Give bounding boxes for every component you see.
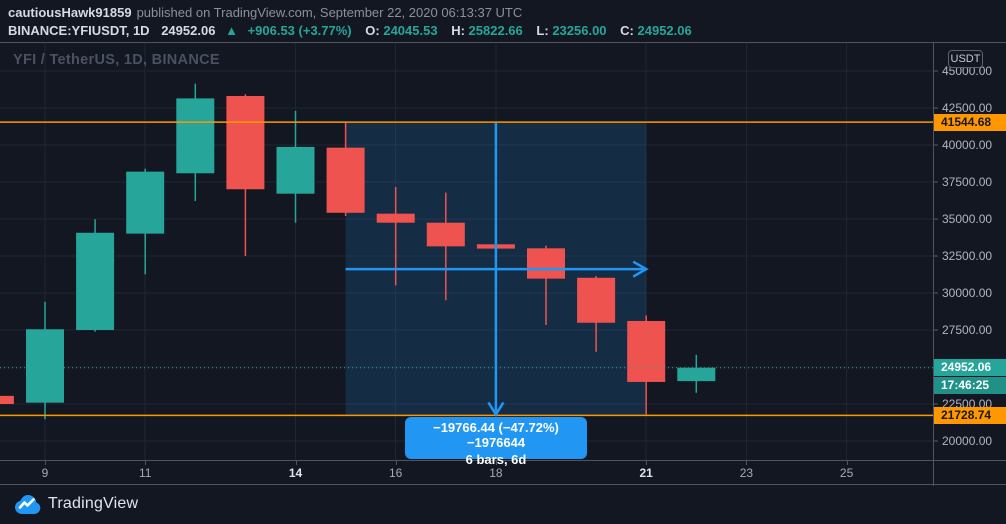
time-tick-label: 23: [739, 466, 754, 480]
high-label: H:: [451, 23, 465, 38]
open-label: O:: [365, 23, 380, 38]
measure-arrow-right-icon: [632, 260, 649, 278]
high-value: 25822.66: [468, 23, 523, 38]
close-value: 24952.06: [637, 23, 692, 38]
measure-bars-text: 6 bars, 6d: [465, 452, 527, 467]
candle-body: [76, 232, 115, 330]
measure-tooltip: −19766.44 (−47.72%) −1976644 6 bars, 6d: [405, 417, 587, 467]
price-axis-separator: [933, 43, 934, 486]
candle-body: [677, 367, 716, 382]
byline-text: published on TradingView.com, September …: [136, 5, 523, 20]
last-price-value: 24952.06: [161, 23, 216, 38]
candle-body: [226, 96, 265, 190]
up-arrow-icon: ▲: [225, 23, 238, 38]
lower-level-price-badge: 21728.74: [934, 407, 1006, 424]
measure-change-text: −19766.44 (−47.72%) −1976644: [433, 420, 559, 450]
author-username: cautiousHawk91859: [8, 5, 132, 20]
chart-watermark-title: YFI / TetherUS, 1D, BINANCE: [13, 52, 220, 68]
price-tick-label: 32500.00: [942, 249, 992, 263]
symbol-title: BINANCE:YFIUSDT, 1D: [8, 23, 150, 38]
time-tick: [646, 461, 648, 465]
axis-corner-separator: [933, 461, 934, 486]
time-axis[interactable]: 9 11 14 16 18 21 23 25: [0, 460, 1006, 486]
candle-body: [376, 213, 415, 223]
price-tick-label: 20000.00: [942, 434, 992, 448]
time-tick-label: 16: [389, 466, 403, 480]
time-tick: [295, 461, 297, 465]
open-value: 24045.53: [383, 23, 438, 38]
candle-body: [577, 277, 616, 323]
candle-body: [0, 395, 14, 404]
byline: cautiousHawk91859 published on TradingVie…: [8, 5, 522, 20]
symbol-info-row: BINANCE:YFIUSDT, 1D 24952.06 ▲ +906.53 (…: [8, 23, 698, 38]
measure-arrow-down-icon: [487, 401, 505, 417]
footer-bar: TradingView: [0, 486, 1006, 524]
candle-body: [26, 329, 64, 403]
time-tick: [145, 461, 147, 465]
time-tick: [45, 461, 46, 465]
bar-countdown-badge: 17:46:25: [934, 377, 1006, 394]
last-price-badge: 24952.06: [934, 359, 1006, 376]
time-tick-label: 14: [288, 466, 303, 480]
time-tick-label: 9: [41, 466, 49, 480]
time-tick: [495, 461, 497, 465]
price-tick-label: 30000.00: [942, 286, 992, 300]
price-tick-label: 42500.00: [942, 101, 992, 115]
candle-body: [176, 98, 215, 174]
candle-body: [627, 320, 666, 382]
candle-body: [276, 146, 315, 194]
time-tick-label: 18: [489, 466, 503, 480]
tradingview-logo-text[interactable]: TradingView: [48, 495, 139, 512]
time-tick-label: 11: [138, 466, 152, 480]
price-tick-label: 35000.00: [942, 212, 992, 226]
price-tick-label: 40000.00: [942, 138, 992, 152]
price-tick-label: 27500.00: [942, 323, 992, 337]
currency-unit-button[interactable]: USDT: [948, 50, 983, 68]
time-tick: [746, 461, 748, 465]
low-label: L:: [536, 23, 549, 38]
chart-area: 45000.00 42500.00 40000.00 37500.00 35000.00…: [0, 42, 1006, 486]
candle-body: [527, 248, 565, 279]
close-label: C:: [620, 23, 634, 38]
low-value: 23256.00: [552, 23, 607, 38]
tradingview-logo-icon[interactable]: [14, 495, 42, 515]
price-change: +906.53 (+3.77%): [247, 23, 352, 38]
time-tick: [846, 461, 848, 465]
chart-canvas[interactable]: 45000.0042500.0040000.0037500.0035000.00…: [0, 43, 1006, 461]
price-tick-label: 37500.00: [942, 175, 992, 189]
candle-body: [326, 147, 365, 213]
header: cautiousHawk91859 published on TradingVie…: [0, 0, 1006, 42]
candle-body: [126, 171, 165, 234]
upper-level-price-badge: 41544.68: [934, 114, 1006, 131]
time-tick: [395, 461, 397, 465]
candle-body: [426, 222, 465, 247]
time-tick-label: 21: [639, 466, 653, 480]
time-tick-label: 25: [839, 466, 854, 480]
